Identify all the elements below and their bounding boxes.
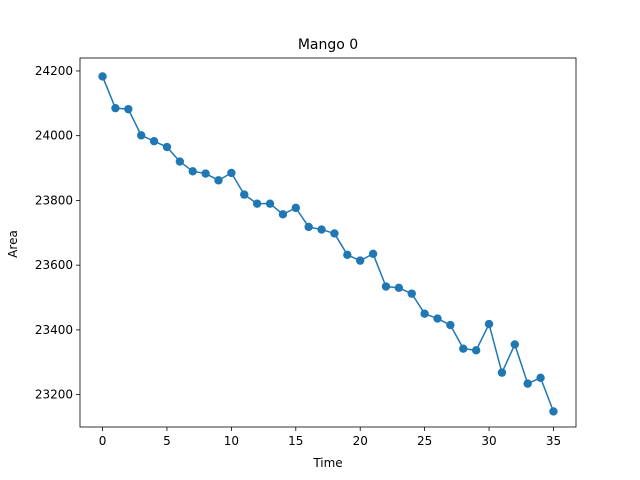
data-point xyxy=(446,320,455,330)
data-point xyxy=(201,169,210,178)
data-point xyxy=(356,256,365,265)
data-point xyxy=(536,373,545,382)
data-point xyxy=(407,289,416,298)
y-tick-label: 24000 xyxy=(35,129,73,143)
data-point xyxy=(227,168,236,178)
x-tick-label: 35 xyxy=(546,434,561,448)
data-point xyxy=(471,346,481,355)
y-tick-label: 23600 xyxy=(35,258,73,272)
data-point xyxy=(368,249,378,259)
data-point xyxy=(484,319,494,329)
data-point xyxy=(278,210,288,219)
data-point xyxy=(549,407,558,416)
data-point xyxy=(317,225,326,234)
data-point xyxy=(136,131,146,140)
data-point xyxy=(343,250,352,259)
data-point xyxy=(265,199,275,208)
data-point xyxy=(240,190,249,199)
data-point xyxy=(124,104,133,114)
data-point xyxy=(420,309,429,318)
y-tick-label: 23200 xyxy=(35,388,73,402)
x-axis-label: Time xyxy=(312,456,342,470)
data-point xyxy=(510,340,520,349)
data-point xyxy=(433,314,442,323)
y-tick-label: 24200 xyxy=(35,64,73,78)
y-tick-label: 23800 xyxy=(35,193,73,207)
data-point xyxy=(188,167,197,176)
x-tick-label: 30 xyxy=(481,434,496,448)
data-point xyxy=(523,379,532,388)
x-tick-label: 5 xyxy=(163,434,171,448)
y-axis-label: Area xyxy=(6,230,20,258)
data-point xyxy=(162,142,172,152)
data-point xyxy=(214,176,223,185)
x-tick-label: 20 xyxy=(353,434,368,448)
data-point xyxy=(98,72,107,81)
plot-area: 0 5 10 15 20 25 30 35 23200 23400 23600 23800 24000 2… xyxy=(35,57,577,448)
data-point xyxy=(175,157,185,166)
axes-frame xyxy=(79,57,577,428)
data-point xyxy=(252,199,262,208)
x-tick-label: 15 xyxy=(288,434,303,448)
data-point xyxy=(394,283,404,293)
data-point xyxy=(381,282,391,291)
data-point xyxy=(304,222,313,232)
x-tick-label: 10 xyxy=(224,434,239,448)
data-point xyxy=(459,344,468,353)
x-tick-label: 0 xyxy=(99,434,107,448)
x-tick-label: 25 xyxy=(417,434,432,448)
data-point xyxy=(330,229,339,238)
data-point xyxy=(497,368,507,377)
data-point xyxy=(111,103,120,113)
data-point xyxy=(291,203,300,213)
chart-title: Mango 0 xyxy=(298,37,358,53)
data-point xyxy=(149,136,159,146)
y-tick-label: 23400 xyxy=(35,323,73,337)
